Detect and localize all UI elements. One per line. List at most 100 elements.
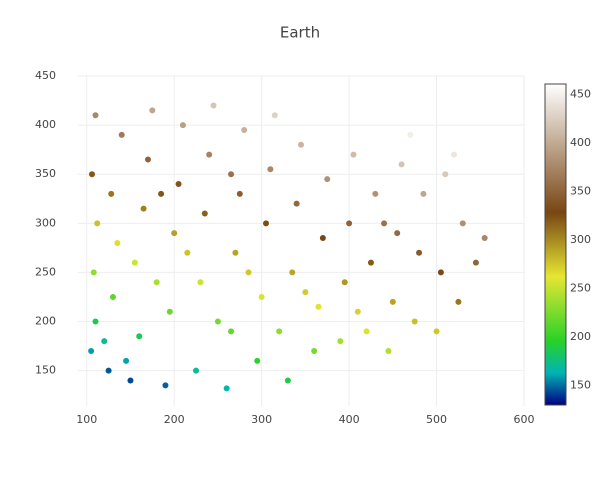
point xyxy=(350,151,357,158)
point xyxy=(363,328,370,335)
point xyxy=(407,131,414,138)
point xyxy=(337,338,344,345)
point xyxy=(92,318,99,325)
colorbar-tick-label: 150 xyxy=(570,379,591,392)
point xyxy=(433,328,440,335)
point xyxy=(105,367,112,374)
point xyxy=(232,249,239,256)
point xyxy=(114,239,121,246)
point xyxy=(179,122,186,129)
x-tick-label: 100 xyxy=(76,413,97,426)
colorbar-tick-label: 450 xyxy=(570,88,591,101)
point xyxy=(311,348,318,354)
point xyxy=(284,377,291,384)
point xyxy=(206,151,213,158)
point xyxy=(210,102,217,109)
point xyxy=(437,269,444,276)
point xyxy=(109,293,116,300)
point xyxy=(267,166,274,173)
point xyxy=(184,249,191,256)
point xyxy=(459,220,466,227)
point xyxy=(258,293,265,300)
point xyxy=(241,127,248,134)
point xyxy=(315,303,322,310)
chart-title: Earth xyxy=(280,24,320,42)
point xyxy=(149,107,156,114)
point xyxy=(381,220,388,227)
point xyxy=(153,279,160,286)
y-tick-label: 300 xyxy=(35,216,56,229)
colorbar-tick-label: 400 xyxy=(570,136,591,149)
point xyxy=(416,249,423,256)
y-tick-label: 450 xyxy=(35,69,56,82)
point xyxy=(389,298,396,305)
point xyxy=(442,171,449,178)
colorbar-tick-label: 300 xyxy=(570,233,591,246)
point xyxy=(367,259,374,266)
point xyxy=(108,190,115,197)
point xyxy=(158,190,165,197)
point xyxy=(289,269,296,276)
point xyxy=(94,220,101,227)
point xyxy=(293,200,300,207)
point xyxy=(197,279,204,286)
y-tick-label: 200 xyxy=(35,315,56,328)
point xyxy=(118,131,125,138)
point xyxy=(263,220,270,227)
point xyxy=(88,171,95,178)
point xyxy=(236,190,243,197)
colorbar-tick-label: 250 xyxy=(570,282,591,295)
point xyxy=(354,308,361,315)
point xyxy=(481,235,488,242)
point xyxy=(201,210,208,217)
point xyxy=(451,151,458,158)
point xyxy=(171,230,178,237)
point xyxy=(140,205,147,212)
point xyxy=(127,377,134,384)
point xyxy=(166,308,173,315)
x-tick-label: 400 xyxy=(339,413,360,426)
colorbar-tick-label: 350 xyxy=(570,185,591,198)
point xyxy=(162,382,169,389)
point xyxy=(131,259,138,266)
point xyxy=(472,259,479,266)
point xyxy=(193,367,200,374)
x-tick-label: 600 xyxy=(514,413,535,426)
point xyxy=(298,141,304,148)
point xyxy=(214,318,221,325)
y-tick-label: 400 xyxy=(35,118,56,131)
point xyxy=(228,171,235,178)
point xyxy=(136,333,143,340)
point xyxy=(144,156,151,163)
point xyxy=(223,385,230,392)
point xyxy=(254,357,261,364)
point xyxy=(385,348,392,354)
x-tick-label: 300 xyxy=(251,413,272,426)
point xyxy=(101,338,108,345)
point xyxy=(341,279,348,286)
colorbar xyxy=(544,83,567,406)
point xyxy=(398,161,405,168)
x-tick-label: 200 xyxy=(164,413,185,426)
y-tick-label: 150 xyxy=(35,364,56,377)
point xyxy=(245,269,252,276)
y-tick-label: 350 xyxy=(35,167,56,180)
point xyxy=(175,181,182,188)
point xyxy=(455,298,462,305)
point xyxy=(302,289,309,296)
point xyxy=(123,357,130,364)
point xyxy=(394,230,401,237)
point xyxy=(90,269,97,276)
point xyxy=(92,112,99,119)
point xyxy=(372,190,379,197)
point xyxy=(88,348,95,354)
x-tick-label: 500 xyxy=(426,413,447,426)
point xyxy=(319,235,326,242)
point xyxy=(228,328,235,335)
point xyxy=(324,176,331,183)
point xyxy=(346,220,353,227)
point xyxy=(276,328,283,335)
point xyxy=(271,112,278,119)
point xyxy=(411,318,418,325)
